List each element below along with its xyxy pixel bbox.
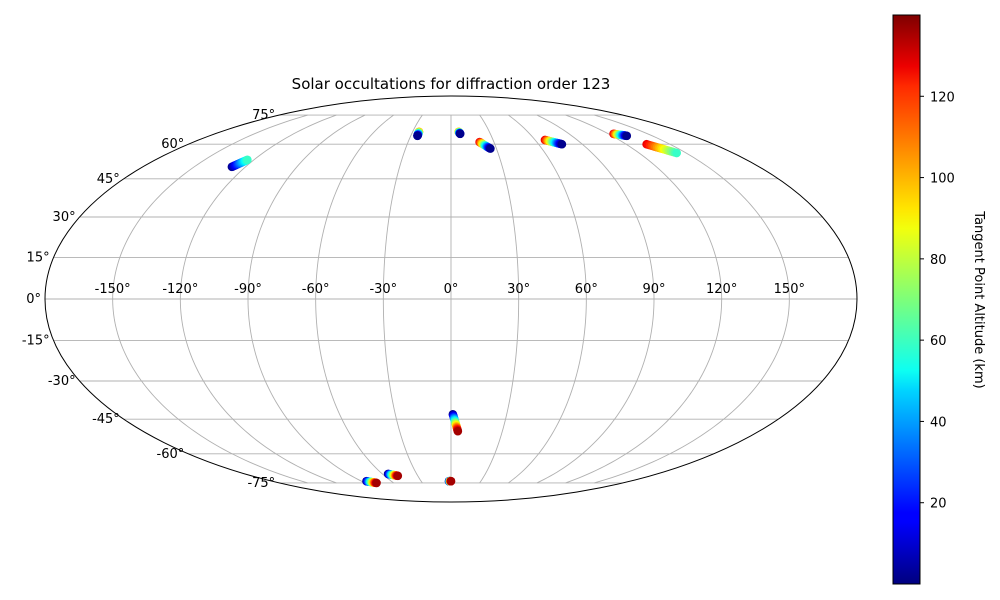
longitude-tick-label: -30° — [369, 282, 397, 297]
longitude-tick-label: 150° — [774, 282, 805, 297]
longitude-tick-label: 90° — [642, 282, 665, 297]
colorbar-tick-label: 20 — [930, 497, 947, 512]
data-points — [227, 127, 681, 488]
scatter-point — [393, 471, 403, 481]
colorbar-gradient — [892, 14, 921, 585]
scatter-point — [372, 478, 381, 488]
latitude-tick-label: -75° — [247, 476, 275, 491]
colorbar-tick-label: 40 — [930, 415, 947, 430]
map-outline — [44, 95, 858, 503]
scatter-point — [413, 131, 422, 141]
graticule-grid — [44, 95, 858, 503]
longitude-tick-label: -120° — [162, 282, 198, 297]
colorbar-label: Tangent Point Altitude (km) — [971, 210, 986, 388]
scatter-point — [446, 476, 456, 486]
longitude-tick-label: -150° — [95, 282, 131, 297]
latitude-tick-label: 45° — [97, 172, 120, 187]
latitude-tick-label: 75° — [252, 108, 275, 123]
longitude-tick-label: 0° — [444, 282, 459, 297]
scatter-point — [672, 148, 681, 158]
longitude-tick-label: 30° — [507, 282, 530, 297]
longitude-tick-label: -60° — [302, 282, 330, 297]
tick-labels: -150° -120° -90° -60° -30° 0° 30° 60° 90° 120° 150… — [22, 108, 805, 491]
colorbar-tick-label: 80 — [930, 253, 947, 268]
colorbar: 20 40 60 80 100 120 Tangent Point Altitude (k… — [892, 14, 986, 585]
scatter-point — [622, 131, 632, 141]
latitude-tick-label: 60° — [161, 137, 184, 152]
scatter-point — [455, 129, 465, 139]
colorbar-tick-label: 60 — [930, 334, 947, 349]
latitude-tick-label: 15° — [27, 250, 50, 265]
colorbar-tick-label: 100 — [930, 172, 955, 187]
scatter-point — [486, 144, 495, 153]
latitude-tick-label: -45° — [92, 412, 120, 427]
latitude-tick-label: -30° — [48, 374, 76, 389]
latitude-tick-label: -60° — [157, 447, 185, 462]
scatter-point — [453, 426, 463, 436]
latitude-tick-label: 0° — [26, 292, 41, 307]
longitude-tick-label: 60° — [575, 282, 598, 297]
chart-title: Solar occultations for diffraction order… — [292, 75, 611, 93]
scatter-point — [557, 139, 567, 149]
latitude-tick-label: -15° — [22, 334, 50, 349]
latitude-tick-label: 30° — [53, 210, 76, 225]
longitude-tick-label: -90° — [234, 282, 262, 297]
colorbar-ticks: 20 40 60 80 100 120 — [920, 90, 955, 512]
longitude-tick-label: 120° — [706, 282, 737, 297]
scatter-point — [243, 155, 252, 165]
colorbar-tick-label: 120 — [930, 90, 955, 105]
